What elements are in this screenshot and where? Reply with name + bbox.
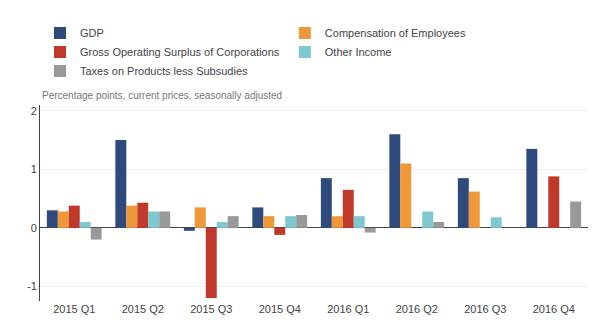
svg-text:2016 Q2: 2016 Q2 bbox=[396, 303, 438, 315]
svg-text:Taxes on Products less Subsudi: Taxes on Products less Subsudies bbox=[80, 65, 248, 77]
svg-text:-1: -1 bbox=[27, 280, 37, 292]
svg-text:2: 2 bbox=[31, 105, 37, 117]
svg-text:2015 Q4: 2015 Q4 bbox=[259, 303, 301, 315]
svg-text:2016 Q1: 2016 Q1 bbox=[327, 303, 369, 315]
svg-text:2016 Q4: 2016 Q4 bbox=[533, 303, 575, 315]
svg-text:Compensation of Employees: Compensation of Employees bbox=[325, 27, 466, 39]
svg-text:0: 0 bbox=[31, 222, 37, 234]
svg-text:Gross Operating Surplus of Cor: Gross Operating Surplus of Corporations bbox=[80, 46, 280, 58]
svg-text:Other Income: Other Income bbox=[325, 46, 392, 58]
svg-text:1: 1 bbox=[31, 163, 37, 175]
svg-text:Percentage points, current pri: Percentage points, current prices, seaso… bbox=[42, 90, 282, 101]
svg-text:2015 Q1: 2015 Q1 bbox=[53, 303, 95, 315]
svg-text:GDP: GDP bbox=[80, 27, 104, 39]
svg-text:2015 Q3: 2015 Q3 bbox=[190, 303, 232, 315]
svg-text:2015 Q2: 2015 Q2 bbox=[122, 303, 164, 315]
svg-text:2016 Q3: 2016 Q3 bbox=[464, 303, 506, 315]
